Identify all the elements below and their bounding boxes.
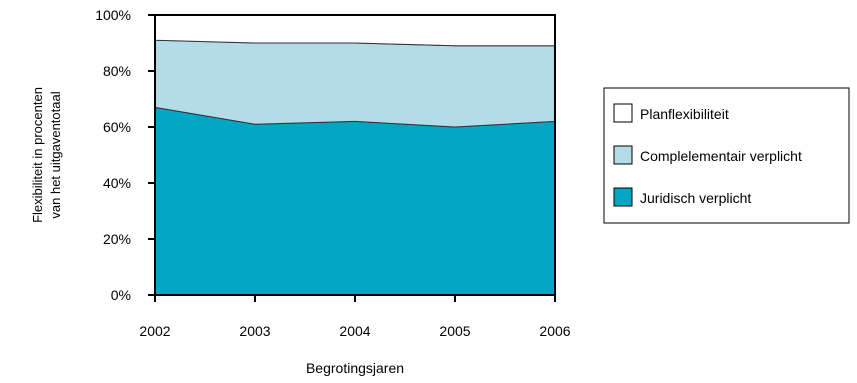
- y-axis-label-line-2: van het uitgaventotaal: [48, 91, 63, 218]
- legend: Planflexibiliteit Complelementair verplic…: [603, 87, 850, 224]
- legend-label: Juridisch verplicht: [640, 190, 751, 206]
- x-axis-label: Begrotingsjaren: [306, 360, 404, 376]
- legend-label: Planflexibiliteit: [640, 106, 729, 122]
- legend-swatch: [613, 187, 633, 207]
- legend-swatch: [613, 145, 633, 165]
- y-tick-label: 100%: [95, 7, 131, 23]
- area-series-1: [154, 106, 556, 296]
- x-tick-label: 2006: [539, 323, 570, 339]
- x-tick-label: 2003: [239, 323, 270, 339]
- x-tick-label: 2005: [439, 323, 470, 339]
- y-tick-label: 20%: [103, 231, 131, 247]
- x-tick-label: 2004: [339, 323, 370, 339]
- area-series-2: [154, 39, 556, 128]
- legend-label: Complelementair verplicht: [640, 148, 802, 164]
- area-series-3: [154, 14, 556, 47]
- legend-swatch: [613, 103, 633, 123]
- y-axis-label-line-1: Flexibiliteit in procenten: [30, 87, 45, 223]
- area-layers: [154, 14, 556, 296]
- x-tick-label: 2002: [139, 323, 170, 339]
- legend-box: [603, 87, 850, 224]
- y-tick-label: 40%: [103, 175, 131, 191]
- y-tick-label: 0%: [111, 287, 131, 303]
- axes: 0% 20% 40% 60% 80% 100% 2002 2003 2004 2005 2006: [95, 7, 571, 339]
- y-tick-label: 60%: [103, 119, 131, 135]
- y-tick-label: 80%: [103, 63, 131, 79]
